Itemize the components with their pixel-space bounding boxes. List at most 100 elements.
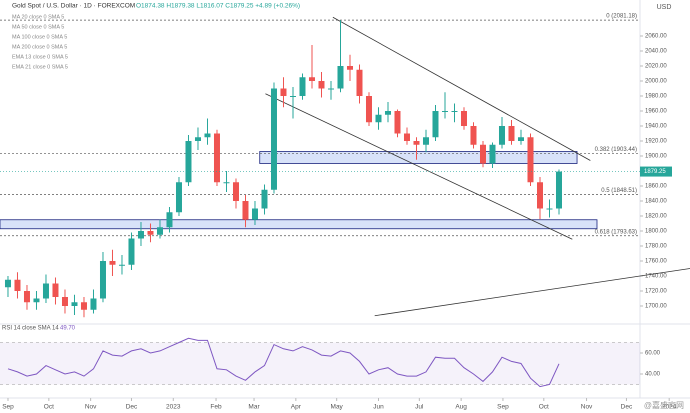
rsi-tick-label: 60.00 bbox=[645, 351, 661, 357]
candle-body bbox=[441, 111, 448, 112]
candle-body bbox=[185, 141, 192, 183]
y-tick-label: 1860.00 bbox=[645, 184, 667, 190]
candle-body bbox=[375, 114, 382, 123]
x-tick-label: Oct bbox=[539, 404, 549, 411]
candle-body bbox=[90, 298, 97, 310]
y-tick-label: 1840.00 bbox=[645, 199, 667, 205]
candle-body bbox=[498, 126, 505, 145]
x-tick-label: Nov bbox=[581, 404, 593, 411]
candle-body bbox=[413, 141, 420, 145]
candle-body bbox=[470, 126, 477, 145]
candle-body bbox=[223, 182, 230, 184]
y-tick-label: 2000.00 bbox=[645, 79, 667, 85]
x-tick-label: Jul bbox=[415, 404, 424, 411]
y-tick-label: 1980.00 bbox=[645, 94, 667, 100]
x-tick-label: Jun bbox=[373, 404, 384, 411]
fib-label: 0 (2081.18) bbox=[606, 14, 637, 20]
x-tick-label: 2023 bbox=[166, 404, 181, 411]
fib-label: 0.5 (1848.51) bbox=[601, 188, 637, 194]
candle-body bbox=[270, 88, 277, 190]
currency: USD bbox=[657, 4, 672, 11]
candle-body bbox=[61, 297, 68, 306]
candle-body bbox=[451, 111, 458, 112]
x-tick-label: 2024 bbox=[662, 404, 677, 411]
candle-body bbox=[384, 111, 391, 115]
candle-body bbox=[403, 133, 410, 141]
candle-body bbox=[4, 279, 11, 288]
candle-body bbox=[261, 189, 268, 209]
chart-title: Gold Spot / U.S. Dollar · 1D · FOREXCOM bbox=[12, 3, 135, 10]
candle-body bbox=[194, 137, 201, 141]
x-tick-label: Apr bbox=[291, 404, 302, 411]
x-tick-label: Dec bbox=[126, 404, 138, 411]
indicator-label: MA 100 close 0 SMA 5 bbox=[12, 34, 67, 40]
y-tick-label: 1800.00 bbox=[645, 229, 667, 235]
candle-body bbox=[318, 81, 325, 89]
candle-body bbox=[356, 69, 363, 96]
candle-body bbox=[308, 77, 315, 81]
y-tick-label: 2040.00 bbox=[645, 49, 667, 55]
x-tick-label: Sep bbox=[497, 404, 509, 411]
candle-body bbox=[299, 77, 306, 96]
x-tick-label: Oct bbox=[44, 404, 54, 411]
candle-body bbox=[156, 227, 163, 235]
candle-body bbox=[517, 137, 524, 141]
candle-body bbox=[527, 137, 534, 183]
x-tick-label: Aug bbox=[455, 404, 467, 411]
candle-body bbox=[52, 283, 59, 297]
x-tick-label: Mar bbox=[248, 404, 260, 411]
candle-body bbox=[166, 212, 173, 228]
trendline bbox=[332, 16, 591, 161]
trendline bbox=[374, 268, 690, 317]
y-tick-label: 1700.00 bbox=[645, 304, 667, 310]
indicator-label: MA 20 close 0 SMA 5 bbox=[12, 14, 64, 20]
candle-body bbox=[546, 208, 553, 210]
candle-body bbox=[204, 133, 211, 138]
candle-body bbox=[109, 261, 116, 265]
candle-body bbox=[175, 182, 182, 213]
y-tick-label: 1780.00 bbox=[645, 244, 667, 250]
candle-body bbox=[479, 144, 486, 164]
candle-body bbox=[489, 144, 496, 164]
candle-body bbox=[23, 291, 30, 303]
y-tick-label: 2060.00 bbox=[645, 34, 667, 40]
y-tick-label: 1940.00 bbox=[645, 124, 667, 130]
candle-body bbox=[137, 231, 144, 239]
indicator-label: MA 50 close 0 SMA 5 bbox=[12, 24, 64, 30]
last-price-label: 1879.25 bbox=[644, 169, 666, 175]
rsi-line bbox=[7, 337, 560, 388]
candle-body bbox=[422, 137, 429, 145]
x-tick-label: Dec bbox=[621, 404, 633, 411]
candle-body bbox=[289, 96, 296, 97]
candle-body bbox=[42, 283, 49, 299]
candle-body bbox=[536, 182, 543, 209]
candle-body bbox=[33, 298, 40, 303]
y-tick-label: 2020.00 bbox=[645, 64, 667, 70]
ohlc-legend: O1874.38 H1879.38 L1816.07 C1879.25 +4.8… bbox=[136, 3, 300, 10]
plot-layer: 1700.00 1720.00 1740.00 1760.00 1780.00 1800.… bbox=[0, 14, 690, 411]
candle-body bbox=[327, 88, 334, 90]
y-tick-label: 1740.00 bbox=[645, 274, 667, 280]
candle-body bbox=[213, 133, 220, 183]
candle-body bbox=[555, 171, 562, 209]
candle-body bbox=[280, 88, 287, 96]
candle-body bbox=[508, 126, 515, 141]
rsi-label: RSI 14 close SMA 14 bbox=[2, 326, 59, 332]
x-tick-label: Sep bbox=[2, 404, 14, 411]
y-tick-label: 1760.00 bbox=[645, 259, 667, 265]
y-tick-label: 1720.00 bbox=[645, 289, 667, 295]
rsi-last: 49.70 bbox=[60, 326, 76, 332]
candle-body bbox=[394, 111, 401, 134]
candle-body bbox=[232, 182, 239, 201]
candle-body bbox=[99, 261, 106, 299]
candle-body bbox=[365, 96, 372, 123]
candle-body bbox=[128, 238, 135, 265]
x-tick-label: Feb bbox=[210, 404, 222, 411]
watermark: @嘉盛官网 bbox=[644, 400, 684, 410]
fib-label: 0.618 (1793.63) bbox=[595, 229, 637, 235]
candle-body bbox=[118, 264, 125, 266]
candle-body bbox=[460, 111, 467, 126]
last-price-box bbox=[640, 166, 672, 177]
candle-body bbox=[242, 201, 249, 220]
